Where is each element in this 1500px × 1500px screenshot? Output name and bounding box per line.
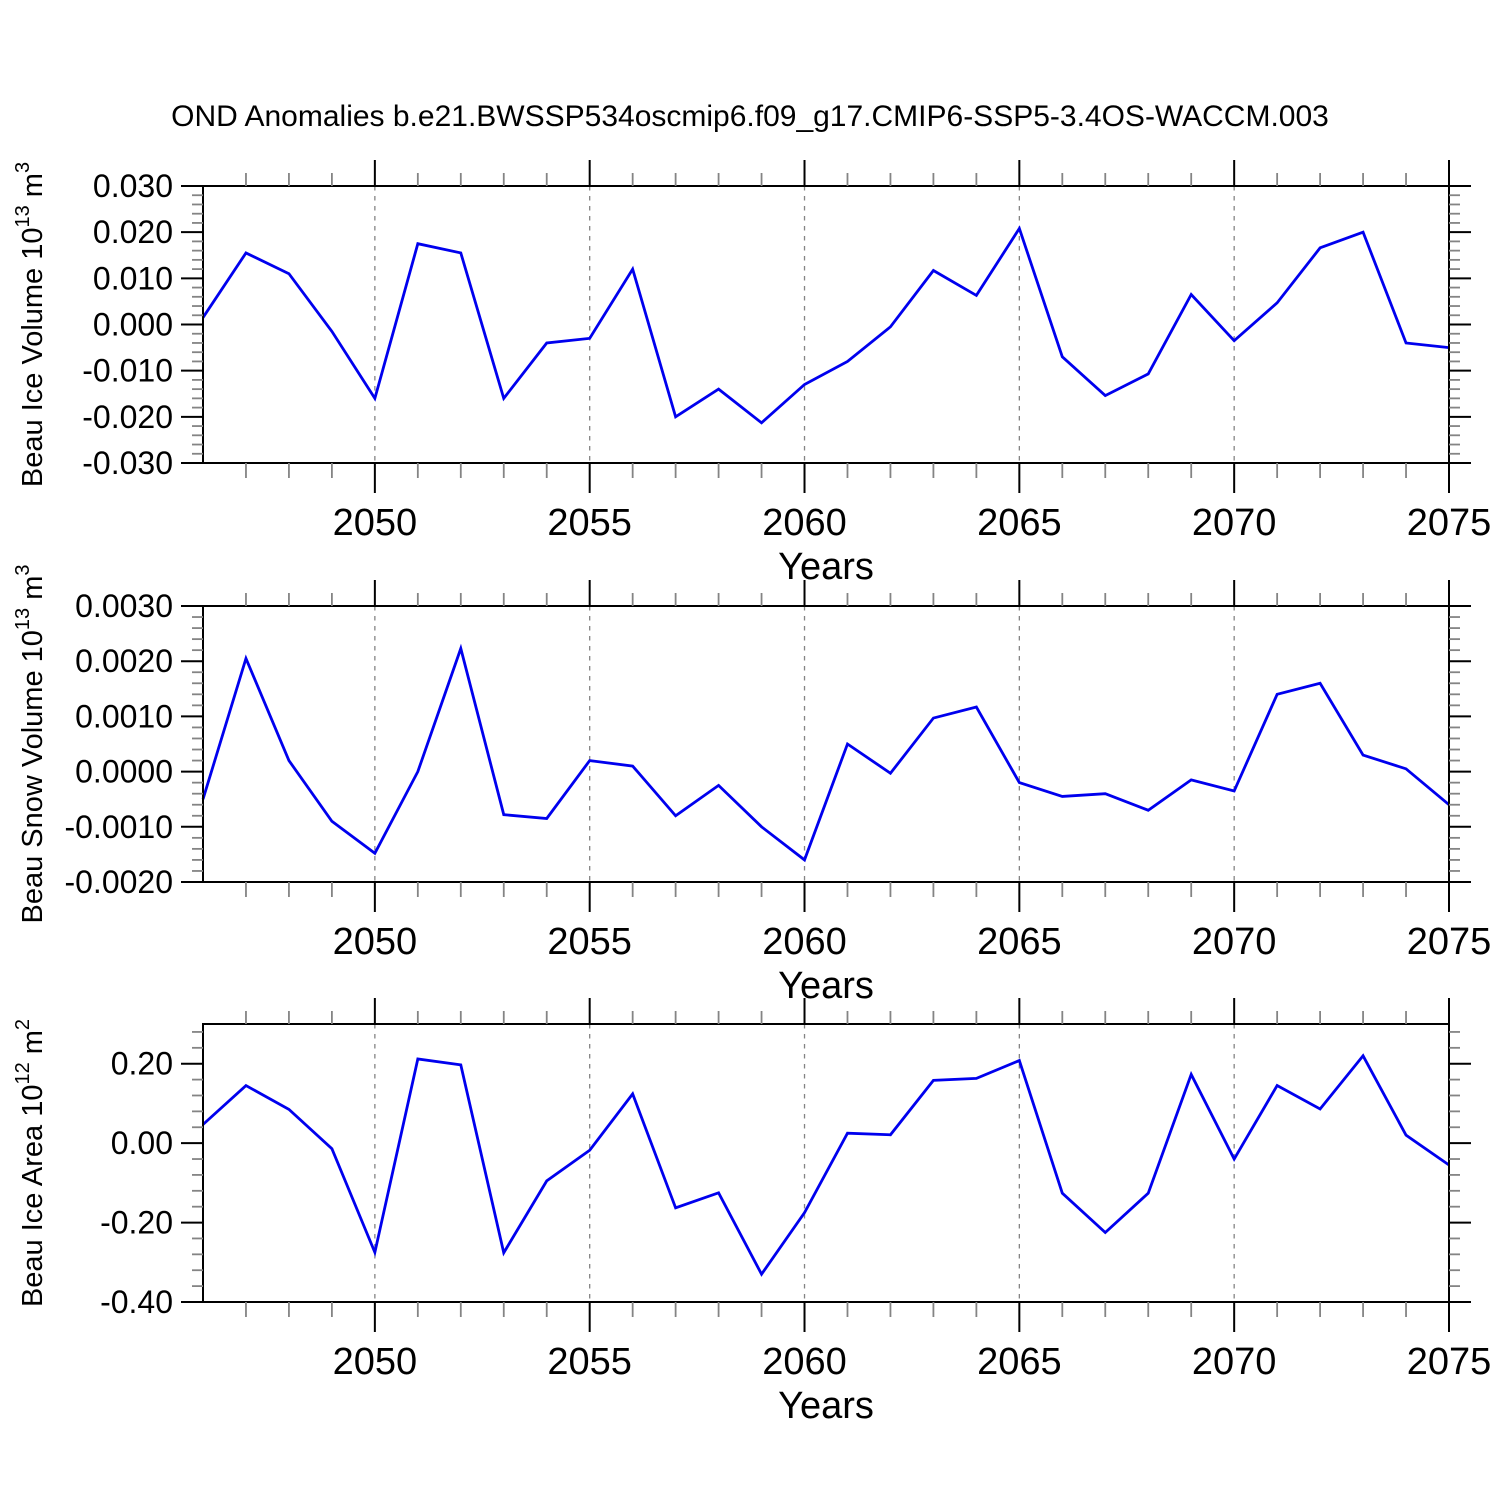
- x-tick-label: 2075: [1407, 1341, 1492, 1383]
- x-tick-label: 2065: [977, 1341, 1062, 1383]
- y-tick-label: 0.0020: [75, 643, 173, 679]
- y-tick-label: 0.00: [111, 1125, 173, 1161]
- x-axis-title: Years: [778, 546, 874, 588]
- x-tick-label: 2050: [333, 502, 418, 544]
- x-tick-label: 2055: [547, 502, 632, 544]
- y-tick-label: 0.030: [93, 168, 173, 204]
- y-tick-label: -0.20: [100, 1205, 173, 1241]
- x-tick-label: 2075: [1407, 502, 1492, 544]
- x-tick-label: 2050: [333, 1341, 418, 1383]
- y-tick-label: 0.020: [93, 214, 173, 250]
- x-tick-label: 2050: [333, 921, 418, 963]
- beau-ice-volume-series-line: [201, 225, 1450, 425]
- x-axis-title: Years: [778, 1385, 874, 1427]
- beau-ice-area-series-line: [202, 1053, 1450, 1277]
- y-tick-label: -0.40: [100, 1284, 173, 1320]
- y-tick-label: -0.020: [82, 399, 173, 435]
- chart-title: OND Anomalies b.e21.BWSSP534oscmip6.f09_…: [171, 100, 1329, 133]
- y-tick-label: -0.0020: [64, 864, 173, 900]
- x-axis-title: Years: [778, 965, 874, 1007]
- x-tick-label: 2065: [977, 921, 1062, 963]
- x-tick-label: 2055: [547, 1341, 632, 1383]
- y-axis-title: Beau Snow Volume 1013 m3: [12, 564, 49, 923]
- panel-beau-ice-area: 2050 2055 2060 2065 2070 2075 Years 0.20 0.00 -0.…: [12, 998, 1491, 1427]
- x-tick-label: 2060: [762, 502, 847, 544]
- y-tick-label: 0.0000: [75, 754, 173, 790]
- y-tick-label: 0.0030: [75, 588, 173, 624]
- x-tick-label: 2070: [1192, 921, 1277, 963]
- x-tick-label: 2070: [1192, 502, 1277, 544]
- plot-border: [202, 1023, 1450, 1303]
- plot-border: [202, 185, 1450, 464]
- panel-beau-ice-volume: 2050 2055 2060 2065 2070 2075 Years 0.030 0.020 0…: [12, 160, 1491, 588]
- x-tick-label: 2065: [977, 502, 1062, 544]
- x-tick-label: 2075: [1407, 921, 1492, 963]
- beau-snow-volume-series-line: [201, 643, 1450, 863]
- panel-beau-snow-volume: 2050 2055 2060 2065 2070 2075 Years 0.0030 0.002…: [12, 564, 1491, 1007]
- y-tick-label: -0.010: [82, 353, 173, 389]
- y-tick-label: -0.030: [82, 445, 173, 481]
- x-tick-label: 2070: [1192, 1341, 1277, 1383]
- x-tick-label: 2055: [547, 921, 632, 963]
- y-tick-label: 0.20: [111, 1046, 173, 1082]
- y-tick-label: 0.0010: [75, 698, 173, 734]
- y-tick-label: 0.010: [93, 260, 173, 296]
- plot-border: [202, 605, 1450, 883]
- y-tick-label: 0.000: [93, 307, 173, 343]
- x-tick-label: 2060: [762, 921, 847, 963]
- y-axis-title: Beau Ice Volume 1013 m3: [12, 162, 49, 487]
- y-tick-label: -0.0010: [64, 809, 173, 845]
- y-axis-title: Beau Ice Area 1012 m2: [12, 1019, 49, 1307]
- x-tick-label: 2060: [762, 1341, 847, 1383]
